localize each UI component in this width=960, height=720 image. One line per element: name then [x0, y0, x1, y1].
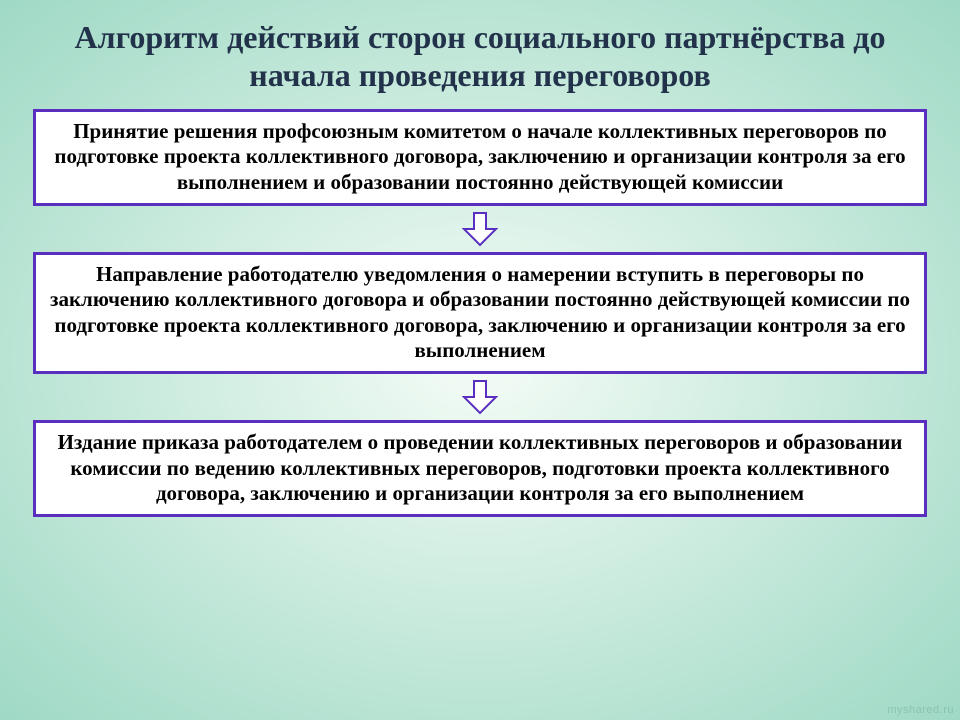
watermark: myshared.ru — [887, 704, 954, 716]
arrow-down-icon — [460, 377, 500, 417]
step-box-3: Издание приказа работодателем о проведен… — [33, 420, 927, 517]
step-text-2: Направление работодателю уведомления о н… — [50, 262, 910, 363]
slide-root: Алгоритм действий сторон социального пар… — [0, 0, 960, 720]
slide-title: Алгоритм действий сторон социального пар… — [28, 18, 932, 95]
step-text-3: Издание приказа работодателем о проведен… — [58, 430, 903, 505]
arrow-2 — [460, 374, 500, 420]
arrow-1 — [460, 206, 500, 252]
step-box-2: Направление работодателю уведомления о н… — [33, 252, 927, 374]
step-box-1: Принятие решения профсоюзным комитетом о… — [33, 109, 927, 206]
step-text-1: Принятие решения профсоюзным комитетом о… — [54, 119, 905, 194]
arrow-down-icon — [460, 209, 500, 249]
